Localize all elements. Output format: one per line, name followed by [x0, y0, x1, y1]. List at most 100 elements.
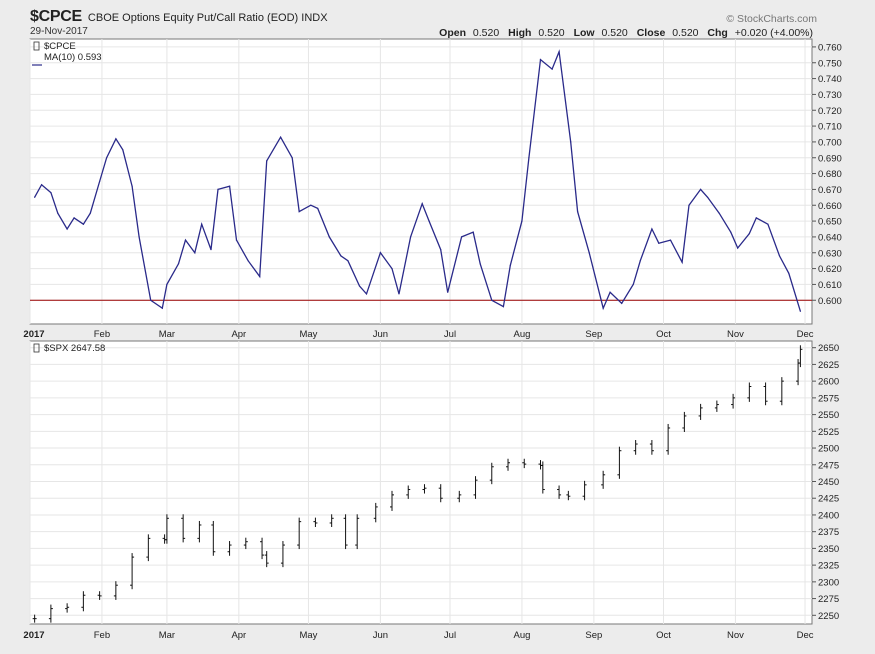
- x-tick-label: Mar: [159, 329, 175, 340]
- data-point: [73, 217, 75, 219]
- y-tick-label: 0.730: [818, 90, 842, 101]
- data-point: [358, 285, 361, 287]
- data-point: [551, 68, 553, 70]
- y-tick-label: 0.740: [818, 74, 842, 85]
- data-point: [131, 185, 133, 187]
- data-point: [34, 196, 36, 198]
- legend-swatch: [33, 343, 40, 353]
- data-point: [106, 157, 108, 159]
- data-point: [421, 203, 423, 205]
- chg-value: +0.020 (+4.00%): [734, 27, 813, 39]
- data-point: [461, 236, 463, 238]
- data-point: [115, 138, 117, 140]
- legend-entry: $CPCE: [44, 41, 76, 52]
- y-tick-label: 2450: [818, 477, 839, 488]
- symbol: $CPCE: [30, 8, 82, 25]
- chg-label: Chg: [707, 27, 728, 39]
- data-point: [247, 260, 249, 262]
- x-tick-label: Sep: [585, 329, 602, 340]
- data-point: [82, 223, 84, 225]
- data-point: [621, 302, 623, 304]
- data-point: [317, 207, 319, 209]
- y-tick-label: 0.610: [818, 280, 842, 291]
- data-point: [539, 59, 542, 61]
- data-point: [528, 157, 530, 159]
- data-point: [502, 306, 504, 308]
- exchange: INDX: [301, 12, 328, 24]
- y-tick-label: 0.640: [818, 232, 842, 243]
- data-point: [291, 157, 293, 159]
- open-label: Open: [439, 27, 466, 39]
- y-tick-label: 2400: [818, 510, 839, 521]
- data-point: [602, 307, 604, 309]
- watermark: © StockCharts.com: [726, 13, 817, 25]
- data-point: [609, 291, 611, 293]
- data-point: [639, 260, 641, 262]
- y-tick-label: 2275: [818, 594, 839, 605]
- x-tick-label: Apr: [231, 329, 246, 340]
- x-tick-label: Jul: [444, 329, 456, 340]
- low-value: 0.520: [601, 27, 628, 39]
- data-point: [217, 188, 219, 190]
- data-point: [472, 231, 474, 233]
- data-point: [328, 236, 330, 238]
- data-point: [99, 180, 101, 183]
- y-tick-label: 2500: [818, 444, 839, 455]
- data-point: [737, 247, 739, 249]
- x-tick-label: Feb: [94, 630, 110, 641]
- data-point: [748, 233, 750, 235]
- data-point: [229, 185, 231, 187]
- data-point: [447, 291, 449, 293]
- data-point: [122, 149, 124, 151]
- plot-area-1: [29, 340, 813, 625]
- data-point: [700, 188, 702, 190]
- data-point: [570, 141, 572, 143]
- data-point: [177, 263, 180, 265]
- legend-entry: MA(10) 0.593: [44, 52, 102, 63]
- data-point: [50, 192, 52, 194]
- x-tick-label: Oct: [656, 329, 671, 340]
- data-point: [669, 239, 672, 241]
- data-point: [479, 263, 481, 265]
- data-point: [210, 249, 212, 251]
- data-point: [194, 252, 196, 254]
- x-tick-label: 2017: [23, 329, 44, 340]
- y-tick-label: 0.620: [818, 264, 842, 275]
- data-point: [57, 212, 59, 214]
- data-point: [658, 242, 660, 244]
- x-tick-label: Sep: [585, 630, 602, 641]
- y-tick-label: 2475: [818, 460, 839, 471]
- y-tick-label: 0.690: [818, 153, 842, 164]
- plot-area-0: [29, 38, 813, 325]
- data-point: [681, 261, 683, 263]
- y-tick-label: 2325: [818, 561, 839, 572]
- x-tick-label: Nov: [727, 630, 744, 641]
- data-point: [788, 272, 790, 274]
- data-point: [398, 293, 400, 295]
- y-tick-label: 2425: [818, 494, 839, 505]
- data-point: [688, 204, 690, 206]
- x-tick-label: Oct: [656, 630, 671, 641]
- legend-swatch: [33, 41, 40, 51]
- data-point: [235, 239, 238, 241]
- data-point: [365, 293, 368, 295]
- data-point: [310, 204, 312, 206]
- data-point: [298, 211, 300, 213]
- x-tick-label: Jul: [444, 630, 456, 641]
- data-point: [89, 212, 91, 214]
- data-point: [66, 228, 68, 230]
- y-tick-label: 2625: [818, 360, 839, 371]
- open-value: 0.520: [472, 27, 500, 39]
- data-point: [266, 160, 268, 162]
- y-tick-label: 2650: [818, 343, 839, 354]
- data-point: [440, 249, 442, 251]
- data-point: [755, 217, 757, 219]
- instrument-name: CBOE Options Equity Put/Call Ratio (EOD): [87, 12, 299, 24]
- data-point: [718, 212, 720, 214]
- x-tick-label: Dec: [797, 329, 814, 340]
- date-label: 29-Nov-2017: [30, 26, 88, 37]
- data-point: [166, 283, 168, 285]
- data-point: [767, 223, 769, 225]
- data-point: [558, 51, 560, 53]
